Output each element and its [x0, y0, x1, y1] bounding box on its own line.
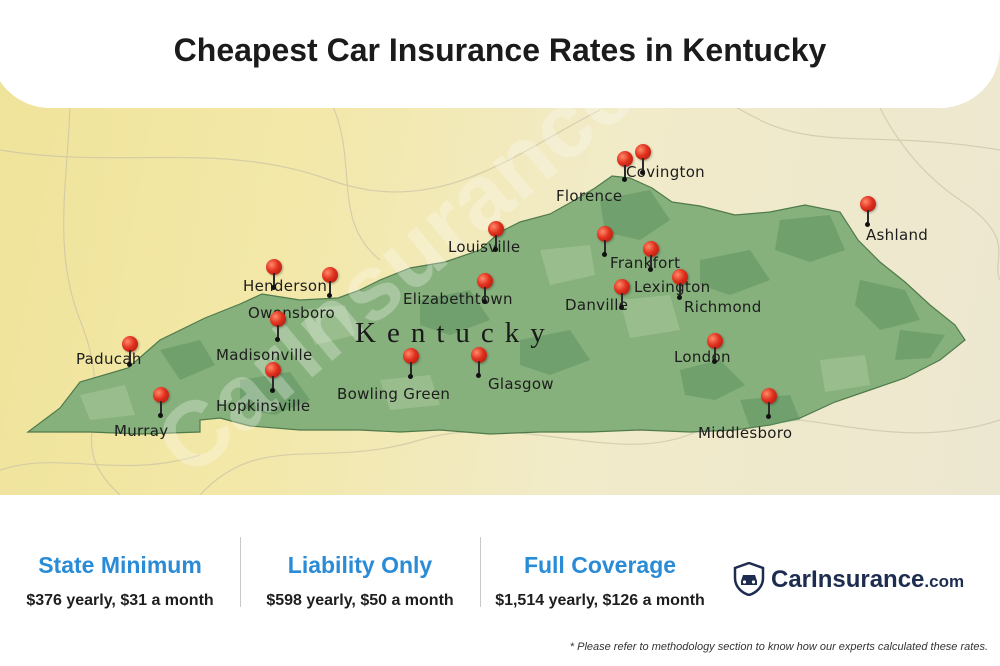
map-pin-richmond: [672, 269, 688, 300]
city-label-murray: Murray: [114, 422, 169, 440]
city-label-lexington: Lexington: [634, 278, 711, 296]
stat-value: $376 yearly, $31 a month: [26, 592, 214, 609]
map-pin-frankfort: [597, 226, 613, 257]
map-pin-owensboro: [322, 267, 338, 298]
map-pin-paducah: [122, 336, 138, 367]
city-label-henderson: Henderson: [243, 277, 328, 295]
city-label-madisonville: Madisonville: [216, 346, 313, 364]
city-label-owensboro: Owensboro: [248, 304, 336, 322]
map-pin-middlesboro: [761, 388, 777, 419]
stat-heading: Full Coverage: [523, 552, 677, 578]
shield-car-icon: [733, 562, 765, 596]
city-label-richmond: Richmond: [684, 298, 762, 316]
map-pin-ashland: [860, 196, 876, 227]
stat-value: $598 yearly, $50 a month: [266, 592, 454, 609]
stat-heading: Liability Only: [287, 552, 433, 578]
map-pin-murray: [153, 387, 169, 418]
map-graphic: [0, 0, 1000, 495]
city-label-louisville: Louisville: [448, 238, 521, 256]
map-pin-hopkinsville: [265, 362, 281, 393]
map-pin-florence: [617, 151, 633, 182]
map-pin-covington: [635, 144, 651, 175]
rates-panel: State Minimum $376 yearly, $31 a month L…: [0, 495, 1000, 666]
state-label: Kentucky: [355, 317, 556, 349]
divider: [480, 537, 481, 607]
stat-heading: State Minimum: [38, 552, 202, 578]
map-pin-bowling-green: [403, 348, 419, 379]
city-label-elizabethtown: Elizabethtown: [403, 290, 513, 308]
map-pin-louisville: [488, 221, 504, 252]
city-label-glasgow: Glasgow: [488, 375, 554, 393]
city-label-ashland: Ashland: [866, 226, 929, 244]
page-title: Cheapest Car Insurance Rates in Kentucky: [173, 32, 827, 68]
city-label-covington: Covington: [626, 163, 705, 181]
map-pin-lexington: [643, 241, 659, 272]
map-pin-madisonville: [270, 311, 286, 342]
map-pin-danville: [614, 279, 630, 310]
methodology-footnote: * Please refer to methodology section to…: [569, 641, 988, 653]
title-card: [0, 0, 1000, 108]
city-label-middlesboro: Middlesboro: [698, 424, 793, 442]
map-pin-henderson: [266, 259, 282, 290]
city-label-florence: Florence: [556, 187, 623, 205]
city-label-danville: Danville: [565, 296, 629, 314]
city-label-hopkinsville: Hopkinsville: [216, 397, 311, 415]
city-label-frankfort: Frankfort: [610, 254, 681, 272]
stat-value: $1,514 yearly, $126 a month: [495, 592, 705, 609]
divider: [240, 537, 241, 607]
map-pin-glasgow: [471, 347, 487, 378]
map-pin-london: [707, 333, 723, 364]
map-pin-elizabethtown: [477, 273, 493, 304]
city-label-bowling-green: Bowling Green: [337, 385, 451, 403]
city-label-paducah: Paducah: [76, 350, 142, 368]
state-shape: [26, 175, 966, 435]
brand-name: CarInsurance.com: [771, 566, 965, 593]
brand-logo: CarInsurance.com: [733, 562, 993, 602]
